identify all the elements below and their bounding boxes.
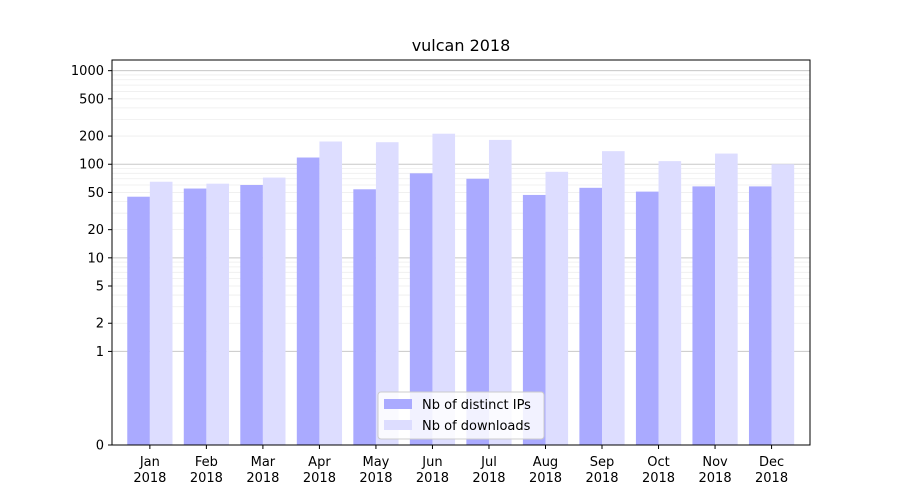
- chart-title: vulcan 2018: [412, 36, 511, 55]
- y-tick-label: 1: [96, 345, 104, 360]
- plot-frame: [111, 59, 811, 446]
- legend-swatch: [384, 399, 412, 409]
- bar-downloads: [149, 181, 173, 446]
- y-axis: 0 1 2 5 10 20 50 100 200 500 1000: [71, 64, 112, 454]
- bar-downloads: [771, 164, 795, 445]
- bar-distinct-ips: [466, 178, 489, 446]
- bar-distinct-ips: [296, 157, 320, 445]
- bar-distinct-ips: [127, 196, 150, 445]
- x-tick-label: Dec 2018: [755, 455, 788, 486]
- bar-distinct-ips: [522, 194, 546, 445]
- bar-downloads: [319, 141, 343, 445]
- y-tick-label: 500: [79, 92, 104, 107]
- legend-swatch: [384, 420, 412, 430]
- y-tick-label: 5: [96, 280, 104, 295]
- bar-downloads: [658, 161, 682, 445]
- x-tick-label: May 2018: [359, 455, 392, 486]
- bar-downloads: [545, 171, 569, 445]
- legend-label: Nb of distinct IPs: [422, 398, 531, 413]
- x-tick-label: Jan 2018: [133, 455, 166, 486]
- x-tick-label: Feb 2018: [190, 455, 223, 486]
- bar-downloads: [206, 183, 229, 445]
- bar-downloads: [262, 177, 286, 446]
- bar-downloads: [488, 139, 512, 445]
- bar-distinct-ips: [692, 186, 716, 445]
- x-tick-label: Nov 2018: [699, 455, 732, 486]
- y-tick-label: 1000: [71, 64, 104, 79]
- bar-distinct-ips: [183, 188, 207, 445]
- x-tick-label: Jul 2018: [472, 455, 505, 486]
- bars-layer: [127, 133, 795, 446]
- bar-distinct-ips: [353, 189, 376, 445]
- bar-downloads: [715, 153, 738, 446]
- bar-downloads: [602, 151, 625, 446]
- bar-downloads: [375, 142, 399, 445]
- y-tick-label: 0: [96, 439, 104, 454]
- x-tick-label: Mar 2018: [246, 455, 279, 486]
- bar-distinct-ips: [409, 173, 433, 445]
- x-tick-label: Sep 2018: [585, 455, 618, 486]
- legend-label: Nb of downloads: [422, 419, 531, 434]
- legend: Nb of distinct IPs Nb of downloads: [377, 391, 545, 440]
- y-tick-label: 50: [87, 186, 104, 201]
- bar-distinct-ips: [240, 185, 263, 445]
- y-tick-label: 20: [87, 223, 104, 238]
- legend-box: [377, 391, 545, 440]
- bar-distinct-ips: [579, 187, 603, 445]
- y-tick-label: 10: [87, 251, 104, 266]
- y-tick-label: 200: [79, 130, 104, 145]
- x-tick-label: Apr 2018: [303, 455, 336, 486]
- y-tick-label: 100: [79, 158, 104, 173]
- bar-downloads: [432, 133, 456, 446]
- bar-distinct-ips: [635, 191, 659, 445]
- x-tick-label: Aug 2018: [529, 455, 562, 486]
- x-tick-label: Oct 2018: [642, 455, 675, 486]
- bar-distinct-ips: [748, 186, 772, 445]
- y-tick-label: 2: [96, 317, 104, 332]
- x-tick-label: Jun 2018: [416, 455, 449, 486]
- x-axis: Jan 2018 Feb 2018 Mar 2018 Apr 2018 May 2018 Jun 20…: [133, 445, 788, 486]
